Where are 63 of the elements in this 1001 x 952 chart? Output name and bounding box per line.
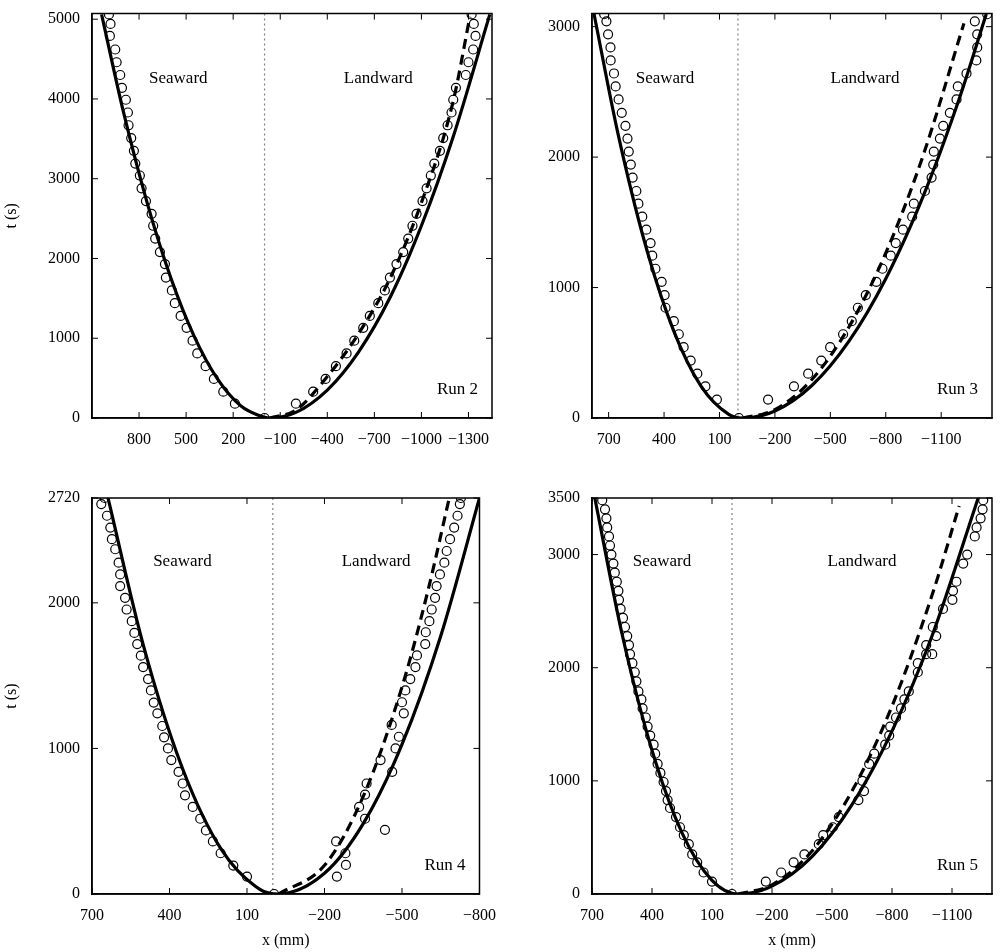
y-tick-label: 1000 xyxy=(48,328,80,346)
x-tick-label: −1100 xyxy=(931,905,973,923)
y-axis-title: t (s) xyxy=(1,203,20,229)
annotation: Run 4 xyxy=(424,855,466,875)
x-tick-label: 400 xyxy=(640,905,664,923)
x-tick-label: 700 xyxy=(580,905,604,923)
y-tick-label: 0 xyxy=(72,408,80,426)
x-tick-label: −100 xyxy=(263,429,297,447)
y-tick-label: 0 xyxy=(72,884,80,902)
annotation: Landward xyxy=(827,550,897,570)
x-tick-label: −500 xyxy=(813,429,847,447)
x-tick-label: 100 xyxy=(700,905,724,923)
y-tick-label: 2720 xyxy=(48,488,80,506)
x-tick-label: −800 xyxy=(869,429,903,447)
y-tick-label: 2000 xyxy=(48,248,80,266)
x-tick-label: −500 xyxy=(385,905,419,923)
x-tick-label: 100 xyxy=(235,905,259,923)
annotation: Seaward xyxy=(632,550,692,570)
x-tick-label: 400 xyxy=(652,429,677,447)
x-tick-label: −800 xyxy=(875,905,909,923)
annotation: Landward xyxy=(343,67,414,87)
y-tick-label: 1000 xyxy=(548,277,580,295)
x-tick-label: 800 xyxy=(127,429,152,447)
annotation: Run 3 xyxy=(936,379,978,399)
annotation: Landward xyxy=(341,550,412,570)
y-tick-label: 3000 xyxy=(48,168,80,186)
annotation: Seaward xyxy=(149,67,209,87)
y-tick-label: 3500 xyxy=(548,488,580,506)
x-tick-label: 100 xyxy=(707,429,732,447)
x-tick-label: −500 xyxy=(815,905,849,923)
annotation: Seaward xyxy=(153,550,213,570)
x-tick-label: −800 xyxy=(462,905,496,923)
y-tick-label: 1000 xyxy=(548,771,580,789)
y-tick-label: 2000 xyxy=(48,593,80,611)
x-tick-label: 400 xyxy=(157,905,182,923)
annotation: Run 5 xyxy=(936,855,978,875)
x-tick-label: −200 xyxy=(307,905,342,923)
x-tick-label: −1000 xyxy=(400,429,442,447)
annotation: Landward xyxy=(830,67,900,87)
y-tick-label: 2000 xyxy=(548,657,580,675)
x-tick-label: 500 xyxy=(174,429,199,447)
y-tick-label: 5000 xyxy=(48,9,80,27)
x-tick-label: −200 xyxy=(758,429,792,447)
x-tick-label: 700 xyxy=(596,429,621,447)
y-tick-label: 3000 xyxy=(548,16,580,34)
y-tick-label: 1000 xyxy=(48,738,80,756)
y-tick-label: 2000 xyxy=(548,147,580,165)
x-tick-label: 700 xyxy=(80,905,104,923)
annotation: Seaward xyxy=(635,67,695,87)
x-tick-label: 200 xyxy=(221,429,246,447)
x-tick-label: −1300 xyxy=(447,429,489,447)
x-tick-label: −1100 xyxy=(920,429,962,447)
annotation: Run 2 xyxy=(436,379,478,399)
x-axis-title: x (mm) xyxy=(261,930,310,949)
y-tick-label: 3000 xyxy=(548,544,580,562)
x-tick-label: −700 xyxy=(357,429,391,447)
x-axis-title: x (mm) xyxy=(768,930,816,949)
y-tick-label: 0 xyxy=(572,884,580,902)
y-tick-label: 0 xyxy=(572,408,580,426)
x-tick-label: −400 xyxy=(310,429,344,447)
x-tick-label: −200 xyxy=(755,905,789,923)
y-tick-label: 4000 xyxy=(48,89,80,107)
y-axis-title: t (s) xyxy=(1,683,20,709)
